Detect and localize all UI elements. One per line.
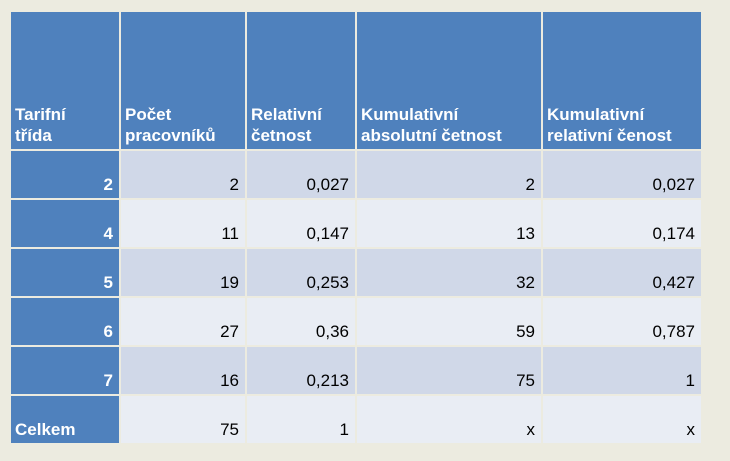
cumulative-absolute-cell: 75 (357, 347, 541, 394)
count-cell: 19 (121, 249, 245, 296)
relative-frequency-cell: 1 (247, 396, 355, 443)
header-line: Kumulativní (361, 105, 459, 124)
cumulative-relative-cell: 0,427 (543, 249, 701, 296)
relative-frequency-cell: 0,253 (247, 249, 355, 296)
row-label-cell: 6 (11, 298, 119, 345)
count-cell: 75 (121, 396, 245, 443)
row-label-cell: 7 (11, 347, 119, 394)
header-line: pracovníků (125, 126, 216, 145)
relative-frequency-cell: 0,147 (247, 200, 355, 247)
count-cell: 11 (121, 200, 245, 247)
header-kumulativni-absolutni-cetnost: Kumulativní absolutní četnost (357, 12, 541, 149)
relative-frequency-cell: 0,213 (247, 347, 355, 394)
header-line: četnost (251, 126, 312, 145)
row-label-cell: 5 (11, 249, 119, 296)
header-pocet-pracovniku: Počet pracovníků (121, 12, 245, 149)
table-row: 7 16 0,213 75 1 (11, 347, 701, 394)
count-cell: 16 (121, 347, 245, 394)
cumulative-relative-cell: 0,174 (543, 200, 701, 247)
cumulative-relative-cell: 1 (543, 347, 701, 394)
header-line: Počet (125, 105, 172, 124)
cumulative-relative-cell: 0,787 (543, 298, 701, 345)
relative-frequency-cell: 0,027 (247, 151, 355, 198)
cumulative-absolute-cell: 32 (357, 249, 541, 296)
header-line: třída (15, 126, 52, 145)
table-row: 6 27 0,36 59 0,787 (11, 298, 701, 345)
header-line: Kumulativní (547, 105, 645, 124)
table-row: 4 11 0,147 13 0,174 (11, 200, 701, 247)
header-row: Tarifní třída Počet pracovníků Relativní če… (11, 12, 701, 149)
header-line: absolutní četnost (361, 126, 502, 145)
cumulative-absolute-cell: x (357, 396, 541, 443)
table-row: 5 19 0,253 32 0,427 (11, 249, 701, 296)
header-line: Relativní (251, 105, 322, 124)
cumulative-absolute-cell: 13 (357, 200, 541, 247)
header-line: relativní čenost (547, 126, 672, 145)
header-line: Tarifní (15, 105, 66, 124)
total-row: Celkem 75 1 x x (11, 396, 701, 443)
header-tarifni-trida: Tarifní třída (11, 12, 119, 149)
cumulative-relative-cell: x (543, 396, 701, 443)
count-cell: 2 (121, 151, 245, 198)
total-label-cell: Celkem (11, 396, 119, 443)
relative-frequency-cell: 0,36 (247, 298, 355, 345)
header-relativni-cetnost: Relativní četnost (247, 12, 355, 149)
row-label-cell: 2 (11, 151, 119, 198)
frequency-table: Tarifní třída Počet pracovníků Relativní če… (9, 10, 703, 445)
table-row: 2 2 0,027 2 0,027 (11, 151, 701, 198)
row-label-cell: 4 (11, 200, 119, 247)
header-kumulativni-relativni-cenost: Kumulativní relativní čenost (543, 12, 701, 149)
count-cell: 27 (121, 298, 245, 345)
cumulative-relative-cell: 0,027 (543, 151, 701, 198)
cumulative-absolute-cell: 59 (357, 298, 541, 345)
cumulative-absolute-cell: 2 (357, 151, 541, 198)
